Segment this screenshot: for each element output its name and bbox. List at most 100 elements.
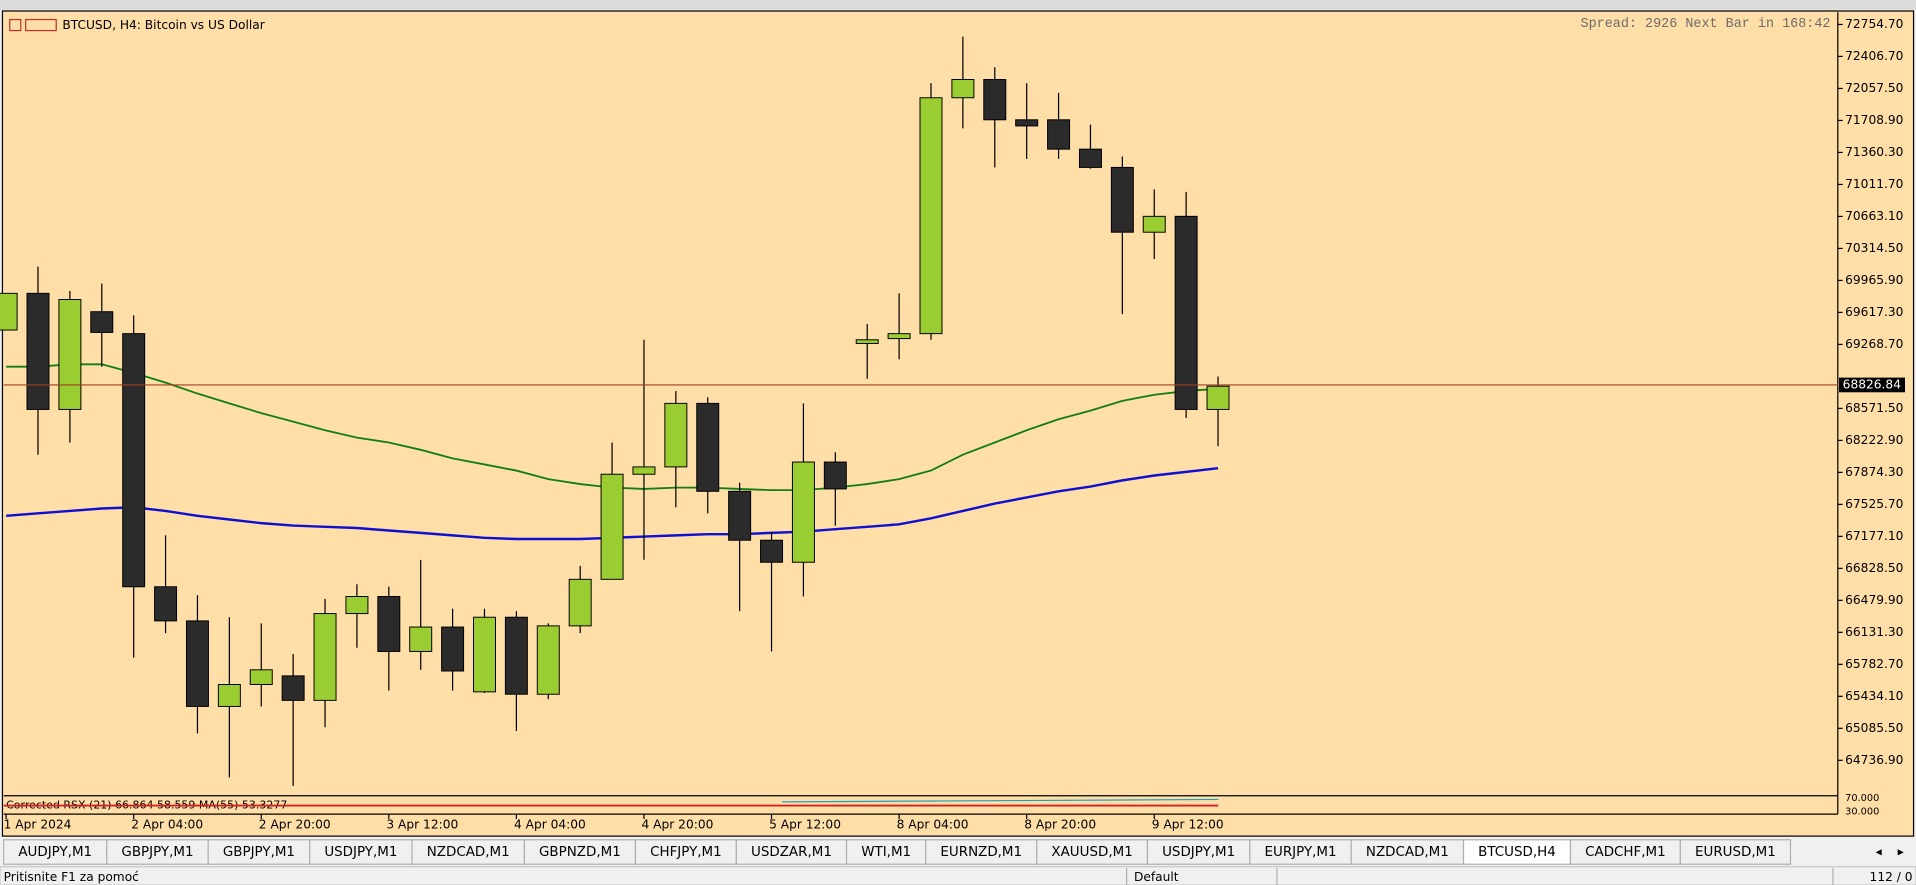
tab-label: GBPJPY,M1 (121, 845, 193, 860)
tab-label: WTI,M1 (861, 845, 911, 860)
candle-body (26, 292, 50, 410)
x-tick-label: 8 Apr 04:00 (897, 818, 969, 832)
tab-label: AUDJPY,M1 (18, 845, 92, 860)
candle-body (760, 539, 784, 563)
y-tick-label: 69268.70 (1845, 337, 1903, 351)
candle-body (1047, 119, 1071, 150)
tabs: AUDJPY,M1 GBPJPY,M1 GBPJPY,M1 USDJPY,M1 NZDC… (3, 839, 1792, 865)
y-tick-label: 66131.30 (1845, 625, 1903, 639)
candle-body (313, 613, 337, 701)
y-tick-label: 68222.90 (1845, 433, 1903, 447)
candle-body (377, 595, 401, 652)
x-tick-label: 5 Apr 12:00 (769, 818, 841, 832)
y-tick-label: 67874.30 (1845, 465, 1903, 479)
candle-body (664, 402, 688, 468)
tab-label: EURNZD,M1 (940, 845, 1022, 860)
x-tick-label: 2 Apr 20:00 (259, 818, 331, 832)
candle-body (345, 595, 369, 615)
tab[interactable] (411, 839, 525, 865)
toolbar-strip (0, 0, 1916, 10)
tab[interactable] (1569, 839, 1681, 865)
status-help: Pritisnite F1 za pomoć (4, 870, 139, 884)
status-bar (0, 866, 1916, 885)
indicator-level: 30.000 (1845, 807, 1879, 818)
tab-label: GBPNZD,M1 (539, 845, 621, 860)
tab[interactable] (1249, 839, 1352, 865)
candle-body (600, 473, 624, 580)
y-tick-label: 65434.10 (1845, 689, 1903, 703)
y-tick-label: 67525.70 (1845, 497, 1903, 511)
tab[interactable] (1036, 839, 1149, 865)
y-tick-label: 72057.50 (1845, 81, 1903, 95)
tab[interactable] (845, 839, 927, 865)
candle-body (185, 620, 209, 707)
tab-scroll[interactable]: ▸ (1898, 844, 1905, 858)
candle-body (90, 311, 114, 333)
candle-body (58, 299, 82, 410)
x-tick-label: 4 Apr 20:00 (642, 818, 714, 832)
tab[interactable] (1350, 839, 1465, 865)
current-price-box (1839, 377, 1906, 393)
candle-body (791, 461, 815, 563)
y-tick-label: 71011.70 (1845, 177, 1903, 191)
tab[interactable] (925, 839, 1038, 865)
tab[interactable] (309, 839, 413, 865)
y-tick-label: 72754.70 (1845, 17, 1903, 31)
candle-body (1015, 119, 1039, 127)
candle-body (1174, 215, 1198, 410)
candle-body (1206, 385, 1230, 410)
tab-label: USDZAR,M1 (751, 845, 832, 860)
x-tick-label: 1 Apr 2024 (4, 818, 72, 832)
candle-body (441, 626, 465, 672)
candle-body (823, 461, 847, 490)
candle-body (504, 616, 528, 695)
candle-body (0, 292, 18, 331)
status-profile: Default (1134, 870, 1179, 884)
y-tick-label: 65782.70 (1845, 657, 1903, 671)
tab[interactable] (735, 839, 848, 865)
tab-label: GBPJPY,M1 (223, 845, 295, 860)
y-tick-label: 71708.90 (1845, 113, 1903, 127)
tab-label: EURUSD,M1 (1695, 845, 1776, 860)
indicator-level: 70.000 (1845, 793, 1879, 804)
tab-label: CADCHF,M1 (1585, 845, 1666, 860)
current-price-label: 68826.84 (1843, 377, 1902, 391)
candle-body (249, 669, 273, 685)
x-tick-label: 9 Apr 12:00 (1152, 818, 1224, 832)
candle-body (855, 339, 879, 344)
y-tick-label: 65085.50 (1845, 721, 1903, 735)
candle-body (1110, 166, 1134, 233)
y-tick-label: 70314.50 (1845, 241, 1903, 255)
indicator-line (782, 798, 1219, 803)
x-tick-label: 2 Apr 04:00 (131, 818, 203, 832)
x-tick-label: 8 Apr 20:00 (1024, 818, 1096, 832)
tab-scroll[interactable]: ◂ (1876, 844, 1883, 858)
status-traffic: 112 / 0 (1870, 870, 1913, 884)
y-tick-label: 69617.30 (1845, 305, 1903, 319)
tab[interactable] (523, 839, 637, 865)
spread-info: Spread: 2926 Next Bar in 168:42 (1581, 17, 1831, 32)
candle-body (568, 578, 592, 627)
tab[interactable] (1146, 839, 1251, 865)
tab-label: BTCUSD,H4 (1478, 845, 1556, 860)
y-tick-label: 69965.90 (1845, 273, 1903, 287)
tab[interactable] (1462, 839, 1572, 865)
candle-body (473, 616, 496, 693)
candle-body (919, 97, 943, 335)
chart-icon (9, 18, 22, 32)
candle-body (728, 490, 752, 541)
chart-icon (25, 18, 57, 32)
tab-label: USDJPY,M1 (1162, 845, 1235, 860)
x-tick-label: 3 Apr 12:00 (386, 818, 458, 832)
tab[interactable] (1679, 839, 1792, 865)
candle-body (1078, 148, 1102, 168)
y-tick-label: 66479.90 (1845, 593, 1903, 607)
candle-body (632, 466, 656, 475)
y-tick-label: 72406.70 (1845, 49, 1903, 63)
y-tick-label: 66828.50 (1845, 561, 1903, 575)
tab-label: EURJPY,M1 (1265, 845, 1337, 860)
candle-body (983, 79, 1007, 121)
y-tick-label: 71360.30 (1845, 145, 1903, 159)
